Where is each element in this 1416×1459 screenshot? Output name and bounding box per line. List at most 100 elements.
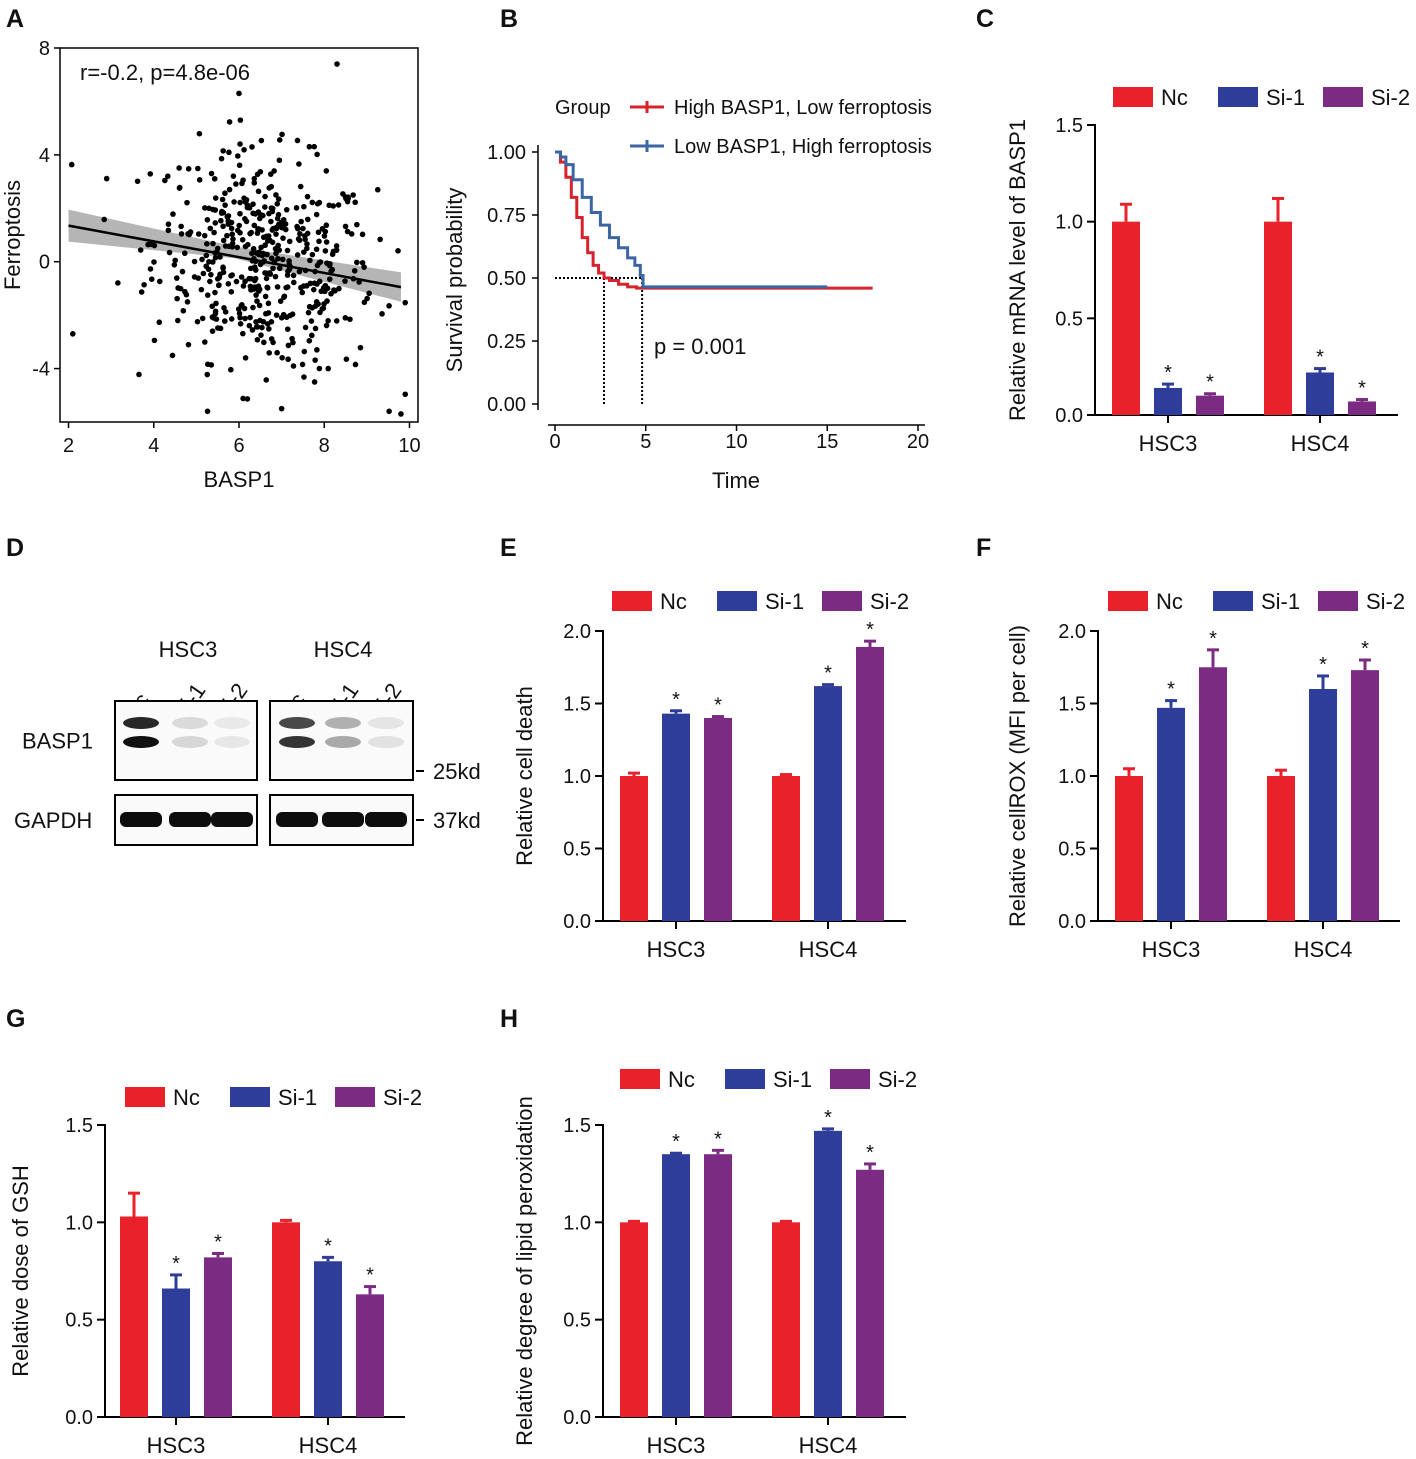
scatter-point — [226, 149, 232, 156]
legend-label: Nc — [173, 1085, 200, 1110]
y-axis-label: Ferroptosis — [0, 180, 25, 290]
bar-si-2 — [856, 1169, 884, 1417]
y-tick-label: 0.5 — [563, 839, 591, 861]
protein-band — [365, 812, 407, 827]
bar-si-2 — [1199, 667, 1227, 921]
y-tick-label: 0.0 — [563, 911, 591, 933]
x-tick-label: 0 — [549, 431, 560, 453]
scatter-point — [307, 257, 313, 264]
significance-star: * — [714, 1128, 722, 1150]
scatter-point — [268, 205, 275, 211]
scatter-point — [134, 178, 141, 185]
scatter-point — [222, 202, 228, 208]
legend-label: Si-2 — [1371, 85, 1410, 110]
scatter-point — [224, 232, 230, 239]
legend-swatch — [230, 1087, 270, 1107]
scatter-point — [180, 307, 187, 314]
scatter-point — [208, 170, 215, 177]
scatter-point — [195, 275, 202, 281]
scatter-point — [344, 228, 351, 235]
scatter-point — [312, 357, 318, 363]
scatter-point — [259, 227, 265, 233]
scatter-point — [275, 196, 282, 202]
scatter-point — [273, 231, 279, 237]
scatter-point — [306, 303, 313, 310]
scatter-point — [257, 317, 263, 324]
scatter-point — [208, 271, 214, 278]
scatter-point — [226, 119, 233, 125]
scatter-point — [281, 294, 287, 300]
legend-label: Nc — [668, 1067, 695, 1092]
scatter-point — [261, 339, 267, 346]
scatter-point — [344, 198, 351, 205]
scatter-point — [176, 165, 182, 171]
legend-label: Si-2 — [383, 1085, 422, 1110]
legend-label: Si-1 — [1266, 85, 1305, 110]
scatter-point — [185, 166, 192, 172]
panel-label-f: F — [976, 534, 991, 562]
scatter-point — [213, 316, 220, 322]
scatter-point — [177, 285, 184, 292]
scatter-point — [278, 314, 285, 321]
bar-nc — [1112, 221, 1140, 415]
scatter-point — [240, 283, 247, 289]
scatter-point — [208, 362, 215, 368]
legend-title: Group — [555, 97, 611, 119]
scatter-point — [221, 318, 228, 324]
scatter-point — [273, 225, 280, 232]
scatter-point — [244, 396, 251, 402]
scatter-point — [228, 219, 235, 226]
scatter-point — [348, 231, 355, 237]
marker-label: 37kd — [433, 808, 481, 833]
bar-si-1 — [162, 1288, 190, 1417]
legend-label: High BASP1, Low ferroptosis — [674, 97, 932, 119]
x-tick-label: 6 — [233, 435, 244, 457]
panel-label-e: E — [500, 534, 517, 562]
bar-si-1 — [814, 1130, 842, 1417]
marker-label: 25kd — [433, 759, 481, 784]
scatter-point — [209, 303, 216, 310]
scatter-point — [354, 221, 360, 228]
scatter-point — [304, 216, 311, 223]
scatter-point — [242, 315, 248, 322]
scatter-point — [258, 137, 265, 144]
legend-label: Si-1 — [278, 1085, 317, 1110]
scatter-point — [198, 286, 205, 293]
scatter-point — [234, 227, 241, 234]
scatter-point — [231, 199, 237, 205]
scatter-point — [298, 284, 304, 291]
scatter-point — [254, 336, 261, 343]
scatter-point — [225, 213, 232, 219]
scatter-point — [181, 250, 188, 257]
scatter-point — [237, 320, 244, 327]
scatter-point — [228, 316, 235, 322]
scatter-point — [187, 229, 194, 235]
scatter-point — [323, 322, 330, 329]
scatter-point — [295, 236, 302, 242]
scatter-point — [314, 151, 320, 158]
scatter-point — [262, 242, 268, 249]
bar-si-2 — [1351, 670, 1379, 921]
y-tick-label: 0.75 — [487, 205, 526, 227]
scatter-points — [68, 61, 409, 417]
scatter-point — [251, 180, 258, 186]
scatter-point — [200, 270, 207, 277]
bar-nc — [772, 1222, 800, 1417]
scatter-point — [268, 336, 275, 342]
protein-band — [276, 812, 318, 827]
scatter-point — [398, 411, 404, 417]
scatter-point — [296, 161, 302, 167]
bar-si-2 — [204, 1257, 232, 1417]
bar-si-1 — [1157, 707, 1185, 921]
protein-band — [368, 736, 404, 748]
scatter-point — [148, 276, 155, 282]
scatter-point — [230, 173, 237, 179]
scatter-point — [272, 273, 279, 280]
scatter-point — [202, 205, 208, 211]
scatter-point — [301, 374, 307, 380]
scatter-point — [236, 90, 242, 97]
scatter-point — [350, 192, 356, 198]
scatter-point — [204, 408, 211, 415]
x-tick-label: HSC4 — [299, 1433, 358, 1458]
scatter-point — [286, 258, 292, 264]
